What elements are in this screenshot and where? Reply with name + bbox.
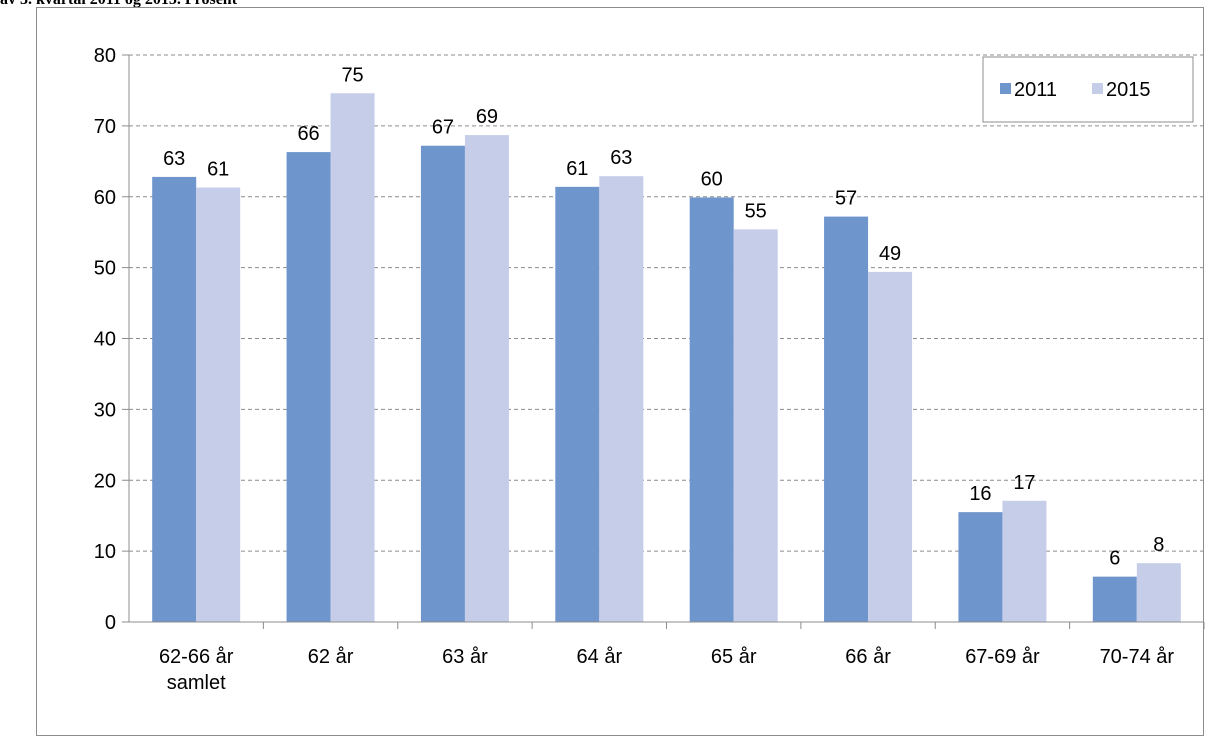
x-tick-label: 67-69 år	[965, 646, 1040, 668]
bar-2011	[958, 512, 1003, 622]
data-label-2015: 49	[879, 243, 901, 265]
bar-2015	[733, 229, 778, 623]
legend-box	[982, 56, 1194, 123]
y-tick-label: 10	[94, 541, 116, 563]
data-label-2011: 57	[835, 188, 857, 210]
bar-2011	[689, 197, 734, 623]
data-label-2015: 63	[610, 147, 632, 169]
legend-label-2011: 2011	[1014, 79, 1057, 101]
bar-2011	[1092, 576, 1137, 622]
data-label-2015: 8	[1153, 534, 1164, 556]
bars	[152, 93, 1181, 623]
x-tick-label: 70-74 år	[1100, 646, 1175, 668]
bar-2015	[1002, 500, 1047, 622]
data-label-2011: 63	[163, 148, 185, 170]
bar-2015	[599, 176, 644, 623]
chart-caption: av 3. kvartal 2011 og 2015. Prosent	[0, 0, 237, 9]
bar-2015	[330, 93, 375, 622]
y-axis: 0 10 20 30 40 50 60 70 80	[94, 45, 130, 634]
data-label-2011: 66	[297, 123, 319, 145]
bar-2015	[868, 271, 913, 622]
bar-2015	[1136, 563, 1181, 622]
legend: 2011 2015	[982, 56, 1194, 123]
data-label-2015: 69	[476, 106, 498, 128]
y-tick-label: 20	[94, 470, 116, 492]
data-label-2011: 61	[566, 158, 588, 180]
x-axis: 62-66 år samlet 62 år 63 år 64 år 65 år 66 år 6…	[129, 621, 1205, 694]
y-tick-label: 30	[94, 399, 116, 421]
data-label-2015: 17	[1013, 472, 1035, 494]
x-tick-label: 66 år	[845, 646, 891, 668]
bar-2011	[420, 145, 465, 622]
data-label-2011: 67	[432, 117, 454, 139]
data-label-2015: 55	[745, 200, 767, 222]
bar-2011	[152, 176, 197, 622]
x-tick-label: 62-66 år	[159, 646, 234, 668]
data-label-2015: 75	[341, 64, 363, 86]
y-tick-label: 60	[94, 187, 116, 209]
x-tick-label: 62 år	[308, 646, 354, 668]
x-tick-label: 65 år	[711, 646, 757, 668]
x-tick-label: 64 år	[577, 646, 623, 668]
bar-2015	[464, 135, 509, 622]
chart-frame	[36, 7, 1204, 736]
data-label-2011: 6	[1109, 548, 1120, 570]
bar-2011	[824, 216, 869, 622]
data-label-2011: 60	[701, 168, 723, 190]
legend-label-2015: 2015	[1106, 79, 1151, 101]
data-label-2015: 61	[207, 159, 229, 181]
y-tick-label: 0	[105, 612, 116, 634]
data-label-2011: 16	[969, 483, 991, 505]
legend-swatch-2015	[1092, 83, 1103, 94]
y-tick-label: 50	[94, 258, 116, 280]
bar-2011	[286, 152, 331, 622]
data-labels: 63 61 66 75 67 69 61 63 60 55 57 49 16 17 6 8	[163, 64, 1164, 569]
x-tick-label: samlet	[167, 672, 226, 694]
y-tick-label: 40	[94, 329, 116, 351]
y-tick-label: 70	[94, 116, 116, 138]
bar-2015	[196, 187, 241, 622]
bar-2011	[555, 186, 600, 622]
y-tick-label: 80	[94, 45, 116, 67]
x-tick-label: 63 år	[442, 646, 488, 668]
legend-swatch-2011	[1000, 83, 1011, 94]
